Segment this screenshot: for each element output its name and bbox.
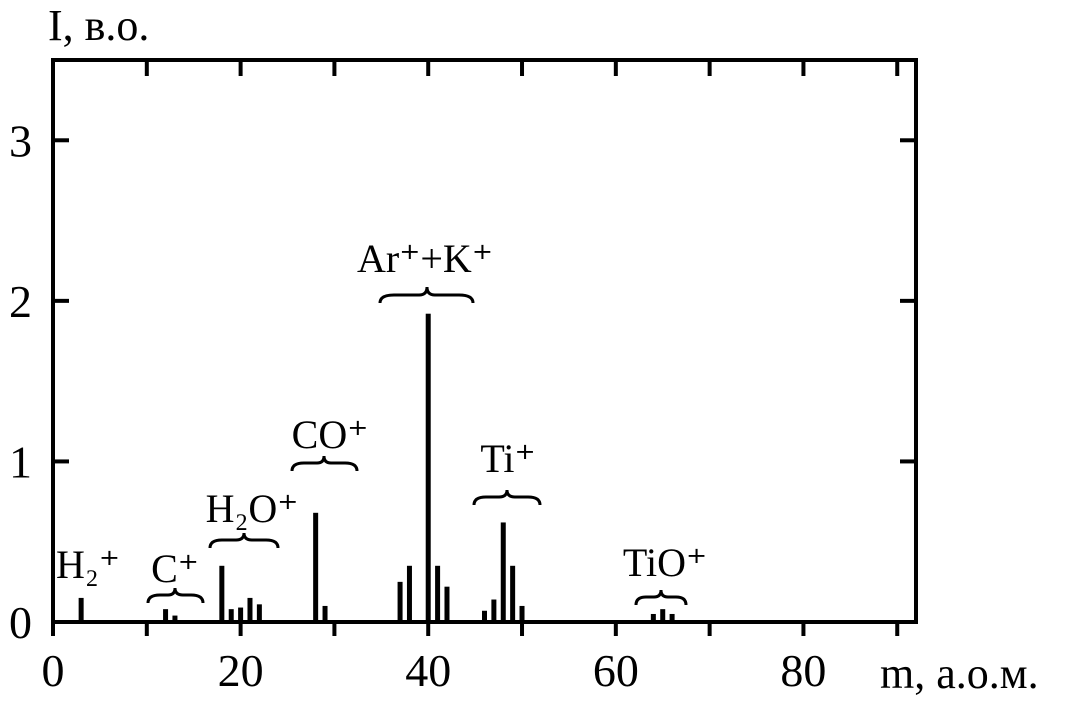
x-tick-label: 20 — [218, 645, 264, 696]
brace — [634, 589, 688, 606]
bar — [322, 605, 328, 622]
bar — [482, 610, 487, 622]
bar — [510, 565, 516, 622]
bar — [660, 609, 666, 622]
peak-label: C⁺ — [151, 546, 199, 591]
bar — [219, 565, 225, 622]
bar — [78, 597, 84, 622]
x-tick-label: 0 — [42, 645, 65, 696]
peak-label: Ar⁺+K⁺ — [357, 236, 493, 281]
bar — [247, 597, 253, 622]
x-tick-label: 60 — [593, 645, 639, 696]
plot-frame — [51, 58, 918, 624]
bar — [669, 613, 675, 622]
bar — [425, 313, 431, 622]
brace — [472, 489, 542, 506]
bar — [650, 613, 656, 622]
peak-label: Ti⁺ — [480, 436, 535, 481]
bar — [238, 607, 244, 622]
bar — [313, 512, 319, 622]
y-tick-label: 3 — [9, 115, 32, 166]
bar — [491, 599, 497, 622]
y-axis-label: I, в.о. — [48, 1, 149, 50]
bar — [256, 604, 262, 622]
y-tick-label: 0 — [9, 597, 32, 648]
braces — [146, 286, 688, 606]
bar — [406, 565, 412, 622]
brace — [146, 587, 205, 604]
x-tick-label: 80 — [780, 645, 826, 696]
y-tick-label: 2 — [9, 276, 32, 327]
bar — [435, 565, 441, 622]
bar — [444, 586, 450, 622]
y-tick-label: 1 — [9, 436, 32, 487]
peak-label: H₂⁺ — [56, 542, 120, 587]
peak-label: TiO⁺ — [623, 540, 707, 585]
brace — [378, 286, 475, 304]
peak-label: CO⁺ — [292, 412, 369, 457]
bar — [163, 609, 169, 622]
x-axis-label: m, а.о.м. — [880, 649, 1039, 698]
brace — [208, 532, 280, 549]
x-tick-label: 40 — [405, 645, 451, 696]
peak-label: H₂O⁺ — [206, 486, 299, 531]
brace — [290, 455, 359, 472]
bar — [172, 615, 178, 622]
bar — [228, 609, 234, 622]
bar — [397, 581, 403, 622]
bar — [500, 522, 506, 622]
bar — [519, 605, 525, 622]
